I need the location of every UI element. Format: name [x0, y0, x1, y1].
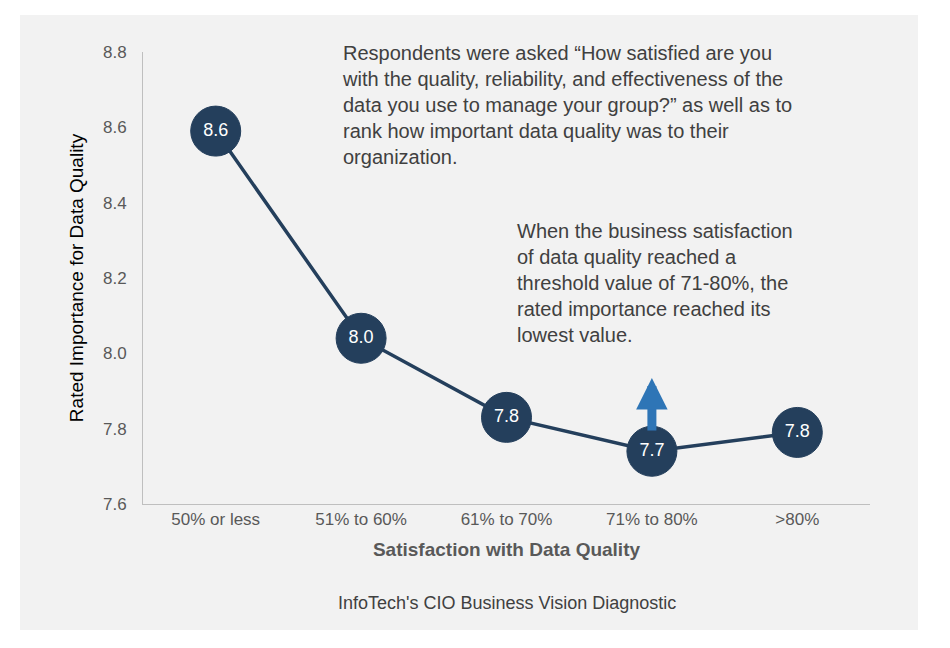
- svg-text:8.8: 8.8: [103, 43, 127, 62]
- svg-text:7.8: 7.8: [103, 420, 127, 439]
- svg-text:7.8: 7.8: [785, 421, 810, 441]
- svg-text:7.7: 7.7: [639, 440, 664, 460]
- svg-text:8.0: 8.0: [349, 327, 374, 347]
- svg-text:When the business satisfaction: When the business satisfactionof data qu…: [517, 220, 793, 346]
- svg-text:Respondents were asked “How sa: Respondents were asked “How satisfied ar…: [342, 42, 792, 168]
- svg-text:7.8: 7.8: [494, 406, 519, 426]
- svg-text:8.6: 8.6: [203, 120, 228, 140]
- svg-text:7.6: 7.6: [103, 495, 127, 514]
- svg-text:InfoTech's CIO Business Vision: InfoTech's CIO Business Vision Diagnosti…: [338, 593, 676, 613]
- svg-text:8.6: 8.6: [103, 118, 127, 137]
- svg-text:Satisfaction with Data Quality: Satisfaction with Data Quality: [373, 539, 641, 560]
- svg-text:50% or less: 50% or less: [171, 510, 260, 529]
- svg-text:61% to 70%: 61% to 70%: [461, 510, 553, 529]
- svg-text:51% to 60%: 51% to 60%: [315, 510, 407, 529]
- svg-text:71% to 80%: 71% to 80%: [606, 510, 698, 529]
- svg-text:8.2: 8.2: [103, 269, 127, 288]
- svg-text:>80%: >80%: [775, 510, 819, 529]
- svg-text:Rated Importance for Data Qual: Rated Importance for Data Quality: [66, 133, 87, 422]
- svg-text:8.4: 8.4: [103, 194, 127, 213]
- svg-text:8.0: 8.0: [103, 344, 127, 363]
